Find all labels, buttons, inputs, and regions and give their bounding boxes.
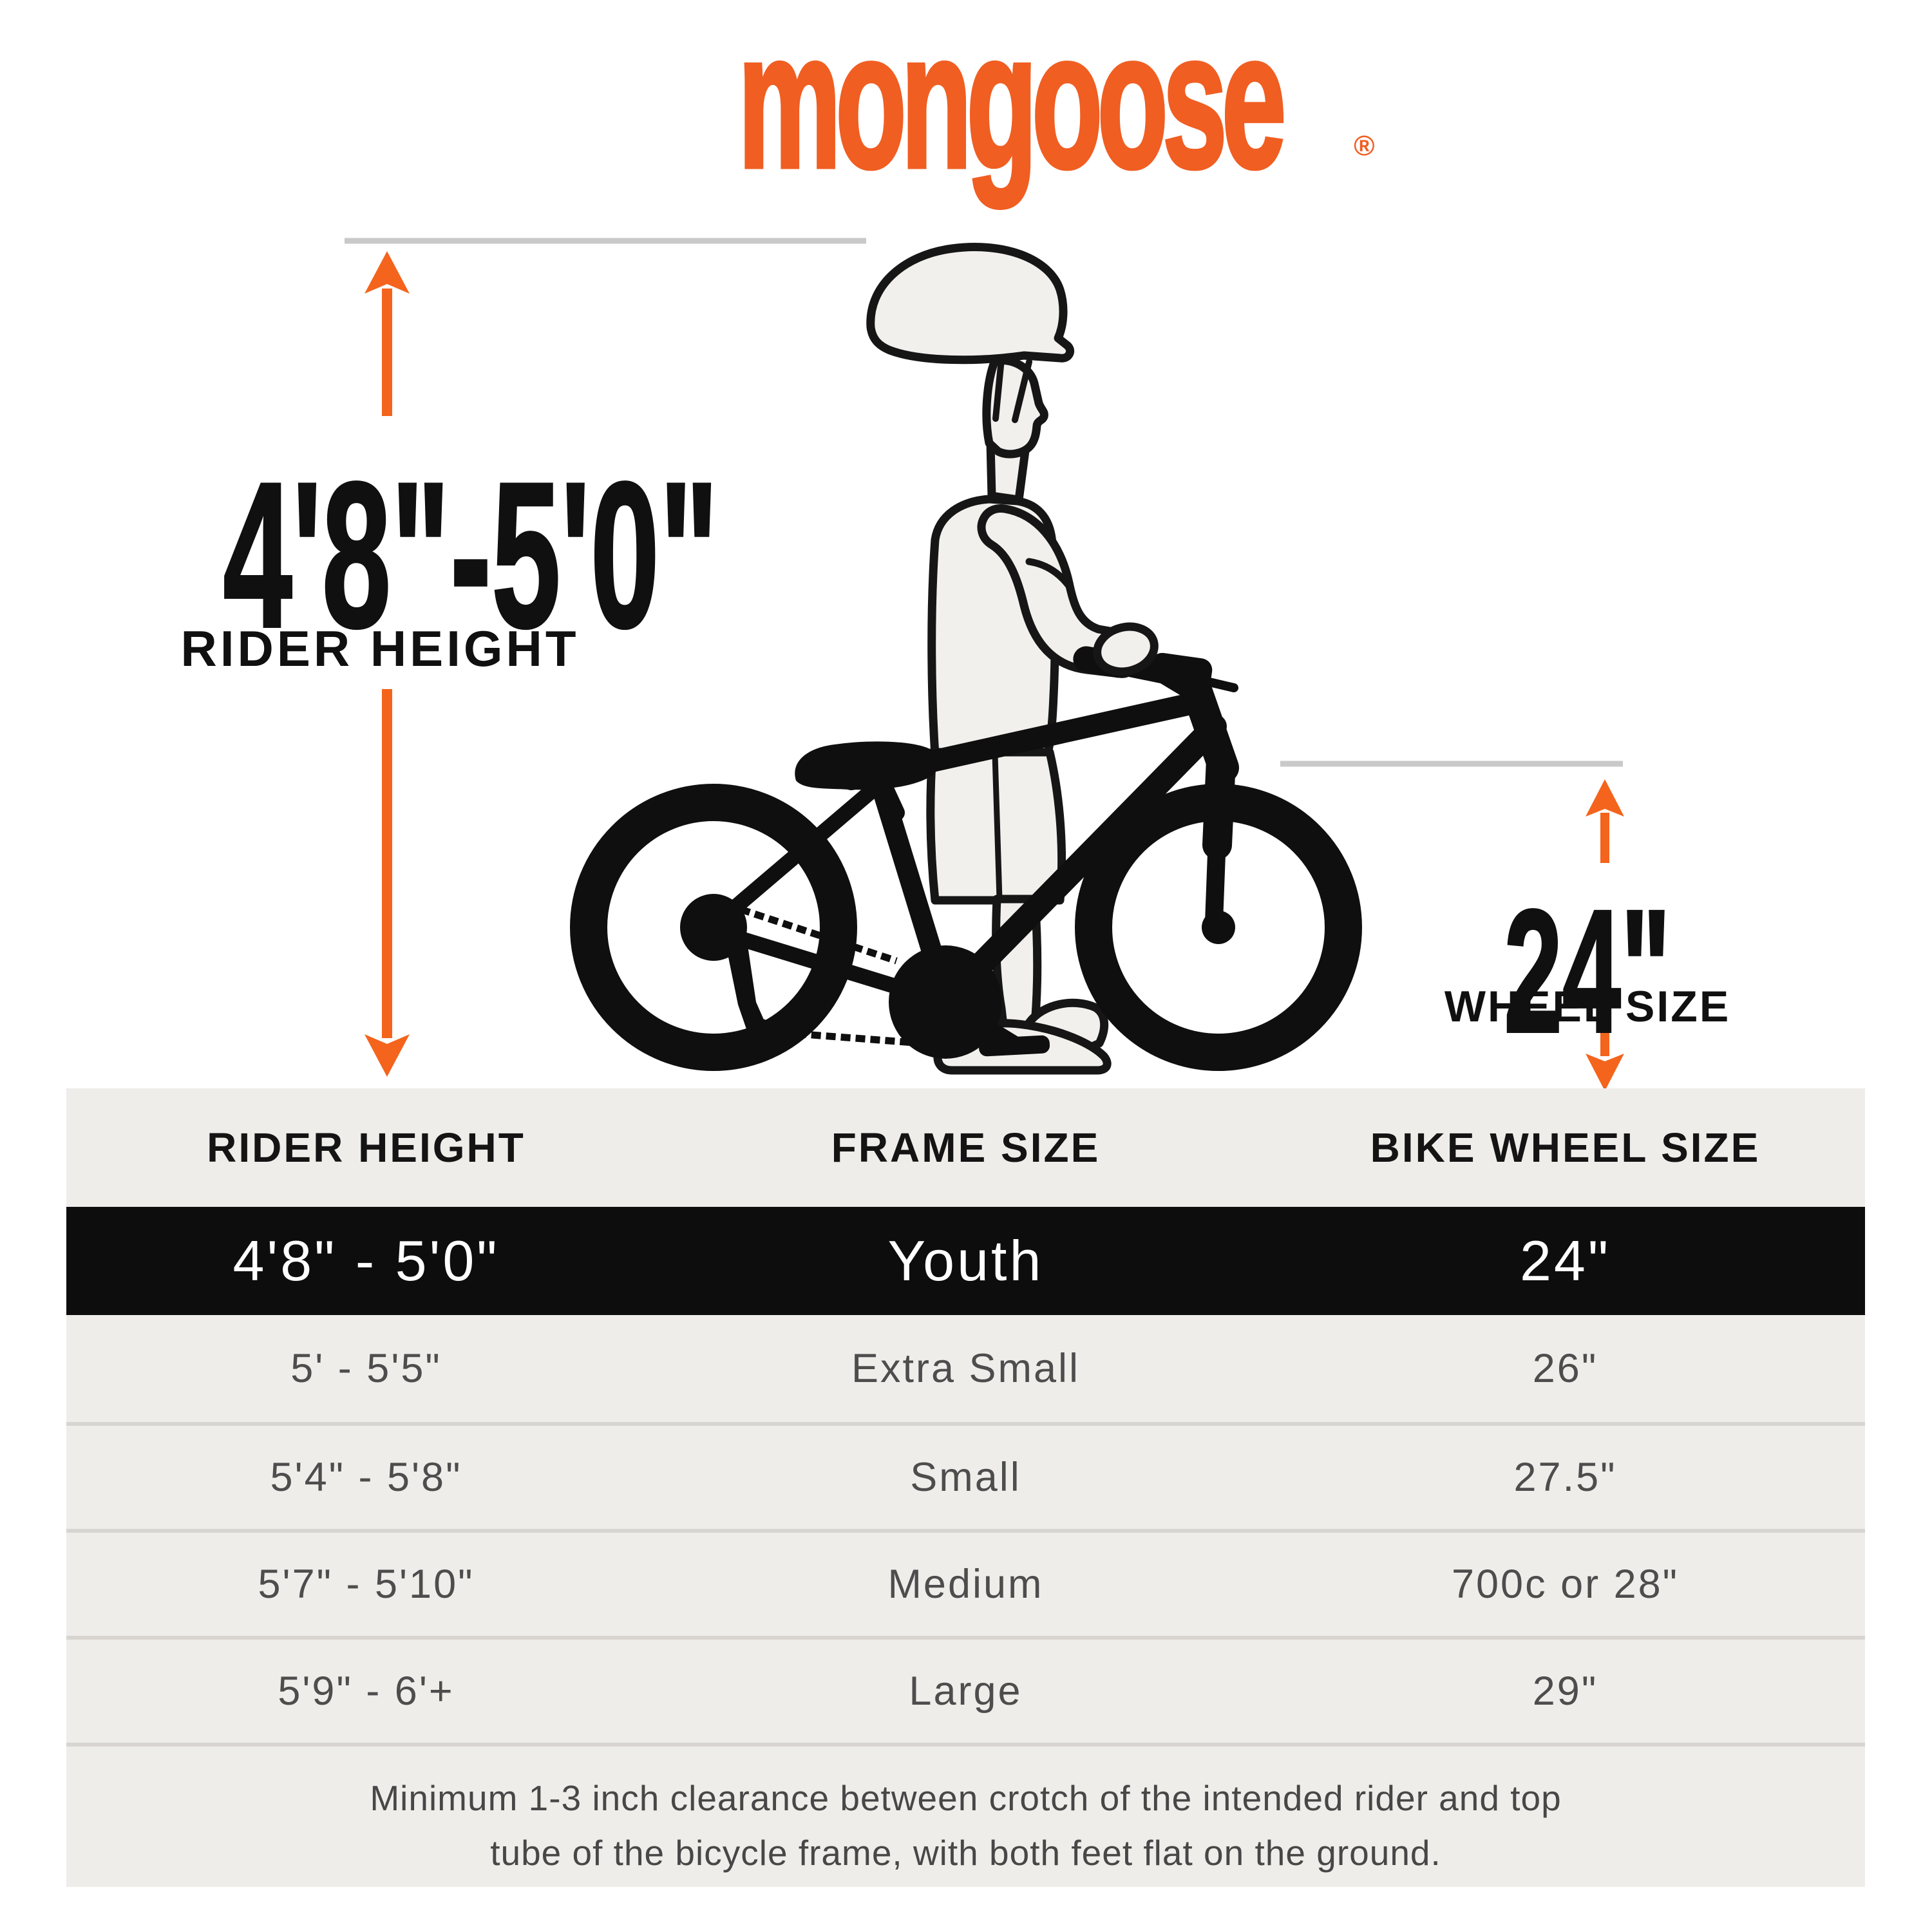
footnote-line-2: tube of the bicycle frame, with both fee… — [490, 1833, 1441, 1873]
rider-height-arrow-icon — [365, 251, 410, 1077]
rider-height-range-annotation: 4'8"-5'0" — [222, 440, 719, 671]
brake-lever-pod — [1150, 652, 1213, 687]
bike-saddle — [795, 741, 940, 790]
cell-frame-size: Medium — [887, 1562, 1044, 1607]
cell-wheel-size: 29" — [1532, 1669, 1598, 1714]
wheel-size-value-annotation: 24" — [1503, 873, 1671, 1069]
rider-height-label: RIDER HEIGHT — [180, 620, 580, 677]
cell-frame-size: Small — [910, 1455, 1021, 1500]
footnote-line-1: Minimum 1-3 inch clearance between crotc… — [370, 1778, 1562, 1818]
table-row: 5' - 5'5" Extra Small 26" — [66, 1315, 1865, 1422]
brand-logo: mongoose ® — [0, 1, 1932, 199]
cell-rider-height: 4'8" - 5'0" — [232, 1229, 500, 1293]
size-table-header-row: RIDER HEIGHT FRAME SIZE BIKE WHEEL SIZE — [66, 1088, 1865, 1207]
table-row: 5'9" - 6'+ Large 29" — [66, 1636, 1865, 1743]
cell-rider-height: 5' - 5'5" — [290, 1346, 442, 1391]
header-frame-size: FRAME SIZE — [831, 1124, 1101, 1171]
bike-sizing-illustration — [345, 238, 1624, 1091]
header-bike-wheel-size: BIKE WHEEL SIZE — [1370, 1124, 1761, 1171]
cell-frame-size: Extra Small — [851, 1346, 1081, 1391]
cell-rider-height: 5'7" - 5'10" — [258, 1562, 475, 1607]
cell-frame-size: Large — [909, 1669, 1023, 1714]
cell-wheel-size: 24" — [1519, 1229, 1611, 1293]
cell-wheel-size: 27.5" — [1513, 1455, 1617, 1500]
cell-rider-height: 5'9" - 6'+ — [278, 1669, 455, 1714]
chainring — [889, 945, 1002, 1059]
size-table: RIDER HEIGHT FRAME SIZE BIKE WHEEL SIZE … — [66, 1088, 1865, 1887]
header-rider-height: RIDER HEIGHT — [207, 1124, 526, 1171]
table-row: 5'7" - 5'10" Medium 700c or 28" — [66, 1529, 1865, 1636]
wheel-size-arrow-icon — [1586, 779, 1624, 1091]
rear-wheel — [570, 784, 857, 1071]
cell-frame-size: Youth — [887, 1229, 1044, 1293]
wheel-size-label: WHEEL SIZE — [1444, 982, 1731, 1031]
table-row: 5'4" - 5'8" Small 27.5" — [66, 1422, 1865, 1529]
cell-wheel-size: 700c or 28" — [1451, 1562, 1680, 1607]
rider-hand — [1093, 622, 1159, 676]
cell-wheel-size: 26" — [1532, 1346, 1598, 1391]
brand-logo-text: mongoose — [737, 0, 1287, 208]
pedal — [978, 1035, 1050, 1057]
table-row-highlighted: 4'8" - 5'0" Youth 24" — [66, 1207, 1865, 1315]
cell-rider-height: 5'4" - 5'8" — [270, 1455, 462, 1500]
bike-silhouette — [570, 646, 1362, 1071]
table-footnote: Minimum 1-3 inch clearance between crotc… — [66, 1743, 1865, 1887]
registered-trademark-icon: ® — [1354, 130, 1375, 162]
